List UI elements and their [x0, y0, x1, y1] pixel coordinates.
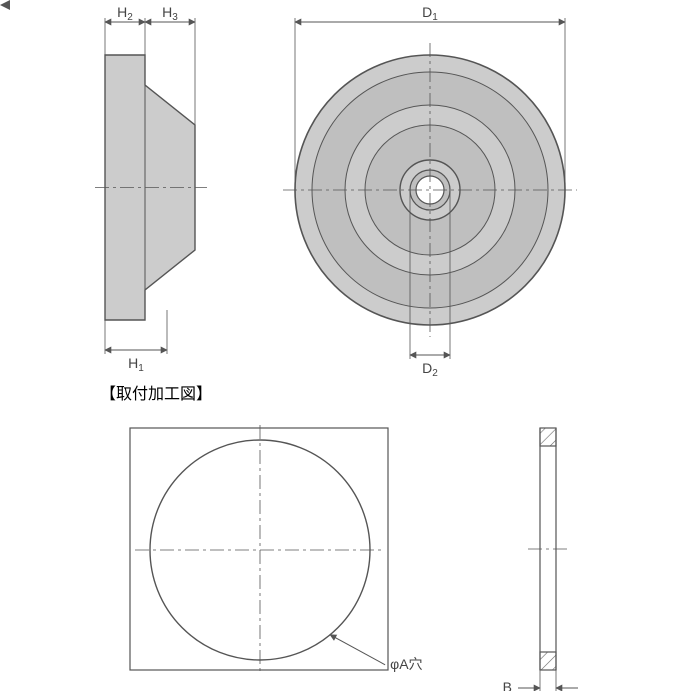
- dim-label: φA穴: [390, 656, 422, 672]
- dim-label: D1: [422, 4, 438, 23]
- mounting-plate-outline: [130, 428, 388, 670]
- section-title: 【取付加工図】: [100, 380, 212, 404]
- cross-section-bottom: [540, 652, 556, 670]
- cross-section-top: [540, 428, 556, 446]
- dim-label: H2: [117, 4, 133, 23]
- dim-label: D2: [422, 360, 438, 379]
- dim-label: H3: [162, 4, 178, 23]
- dim-label: B: [503, 679, 512, 691]
- dim-label: H1: [128, 355, 144, 374]
